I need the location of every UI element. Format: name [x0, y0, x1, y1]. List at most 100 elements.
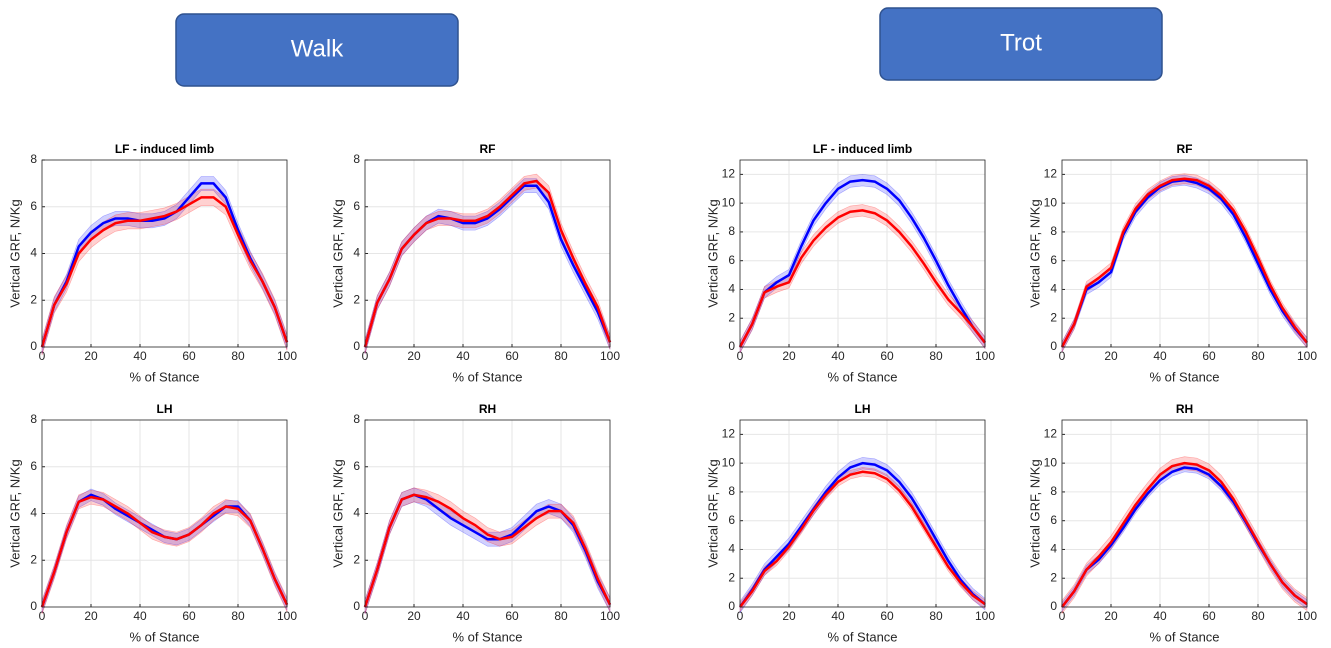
y-tick-label: 4 [1050, 282, 1057, 296]
y-tick-label: 6 [1050, 513, 1057, 527]
y-tick-label: 8 [353, 412, 360, 426]
x-axis-label: % of Stance [827, 629, 897, 644]
axes-box [364, 159, 611, 348]
x-tick-label: 0 [39, 609, 46, 623]
x-tick-label: 60 [880, 609, 894, 623]
mean-line [739, 470, 986, 608]
y-tick-label: 2 [1050, 570, 1057, 584]
x-tick-label: 80 [231, 609, 245, 623]
x-tick-label: 100 [600, 609, 620, 623]
x-tick-label: 60 [1202, 609, 1216, 623]
y-tick-label: 6 [1050, 253, 1057, 267]
sd-band [739, 457, 986, 614]
x-tick-label: 100 [277, 609, 297, 623]
x-tick-label: 40 [133, 349, 147, 363]
y-tick-label: 12 [1044, 167, 1058, 181]
y-tick-label: 12 [722, 427, 736, 441]
x-tick-label: 60 [505, 609, 519, 623]
x-tick-label: 0 [737, 609, 744, 623]
axes-box [41, 159, 288, 348]
x-tick-label: 0 [362, 609, 369, 623]
x-tick-label: 40 [456, 349, 470, 363]
x-tick-label: 80 [1251, 609, 1265, 623]
chart-title: LH [855, 402, 871, 416]
x-tick-label: 80 [1251, 349, 1265, 363]
mean-line [738, 209, 986, 348]
y-tick-label: 0 [728, 339, 735, 353]
y-axis-label: Vertical GRF, N/Kg [705, 199, 720, 307]
x-axis-label: % of Stance [1149, 629, 1219, 644]
x-axis-label: % of Stance [1149, 369, 1219, 384]
y-tick-label: 4 [30, 506, 37, 520]
y-tick-label: 6 [353, 459, 360, 473]
x-tick-label: 0 [39, 349, 46, 363]
y-tick-label: 6 [353, 199, 360, 213]
axes-box [739, 159, 986, 348]
axes-box [364, 419, 611, 608]
y-tick-label: 10 [722, 195, 736, 209]
sd-band [739, 204, 986, 353]
y-tick-label: 8 [728, 484, 735, 498]
x-tick-label: 80 [231, 349, 245, 363]
x-tick-label: 20 [407, 609, 421, 623]
x-tick-label: 20 [84, 609, 98, 623]
sd-band [364, 487, 611, 615]
x-tick-label: 0 [362, 349, 369, 363]
chart-title: RF [1177, 142, 1193, 156]
axes-box [739, 419, 986, 608]
y-tick-label: 0 [1050, 339, 1057, 353]
x-tick-label: 60 [505, 349, 519, 363]
y-tick-label: 0 [353, 339, 360, 353]
chart-title: RH [479, 402, 496, 416]
x-tick-label: 60 [1202, 349, 1216, 363]
y-tick-label: 2 [353, 552, 360, 566]
sd-band [41, 488, 288, 613]
y-axis-label: Vertical GRF, N/Kg [330, 199, 345, 307]
y-tick-label: 8 [30, 152, 37, 166]
axes-box [1061, 159, 1308, 348]
y-axis-label: Vertical GRF, N/Kg [1027, 199, 1042, 307]
x-tick-label: 100 [600, 349, 620, 363]
x-axis-label: % of Stance [452, 629, 522, 644]
y-tick-label: 12 [1044, 427, 1058, 441]
y-tick-label: 6 [728, 253, 735, 267]
x-tick-label: 40 [831, 349, 845, 363]
y-tick-label: 6 [728, 513, 735, 527]
mean-line [40, 182, 289, 348]
chart-title: LH [157, 402, 173, 416]
mean-line [1061, 461, 1308, 608]
y-tick-label: 2 [728, 310, 735, 324]
y-tick-label: 4 [353, 246, 360, 260]
y-axis-label: Vertical GRF, N/Kg [7, 199, 22, 307]
y-tick-label: 2 [30, 552, 37, 566]
x-tick-label: 0 [1059, 349, 1066, 363]
x-axis-label: % of Stance [827, 369, 897, 384]
y-tick-label: 6 [30, 199, 37, 213]
y-tick-label: 8 [353, 152, 360, 166]
x-tick-label: 20 [407, 349, 421, 363]
sd-band [41, 176, 288, 355]
y-tick-label: 10 [722, 455, 736, 469]
x-tick-label: 60 [880, 349, 894, 363]
sd-band [364, 173, 611, 355]
walk-header [175, 13, 459, 87]
mean-line [738, 178, 986, 348]
x-tick-label: 20 [782, 609, 796, 623]
x-tick-label: 80 [929, 349, 943, 363]
x-tick-label: 80 [554, 609, 568, 623]
chart-title: LF - induced limb [115, 142, 214, 156]
x-tick-label: 40 [831, 609, 845, 623]
y-axis-label: Vertical GRF, N/Kg [705, 459, 720, 567]
plot-area [1062, 160, 1307, 347]
x-tick-label: 40 [1153, 609, 1167, 623]
mean-line [363, 179, 612, 348]
x-tick-label: 0 [1059, 609, 1066, 623]
x-tick-label: 40 [133, 609, 147, 623]
axes-box [41, 419, 288, 608]
mean-line [1060, 177, 1308, 348]
walk-label: Walk [291, 35, 344, 62]
x-tick-label: 20 [84, 349, 98, 363]
mean-line [40, 196, 289, 348]
sd-band [41, 489, 288, 615]
